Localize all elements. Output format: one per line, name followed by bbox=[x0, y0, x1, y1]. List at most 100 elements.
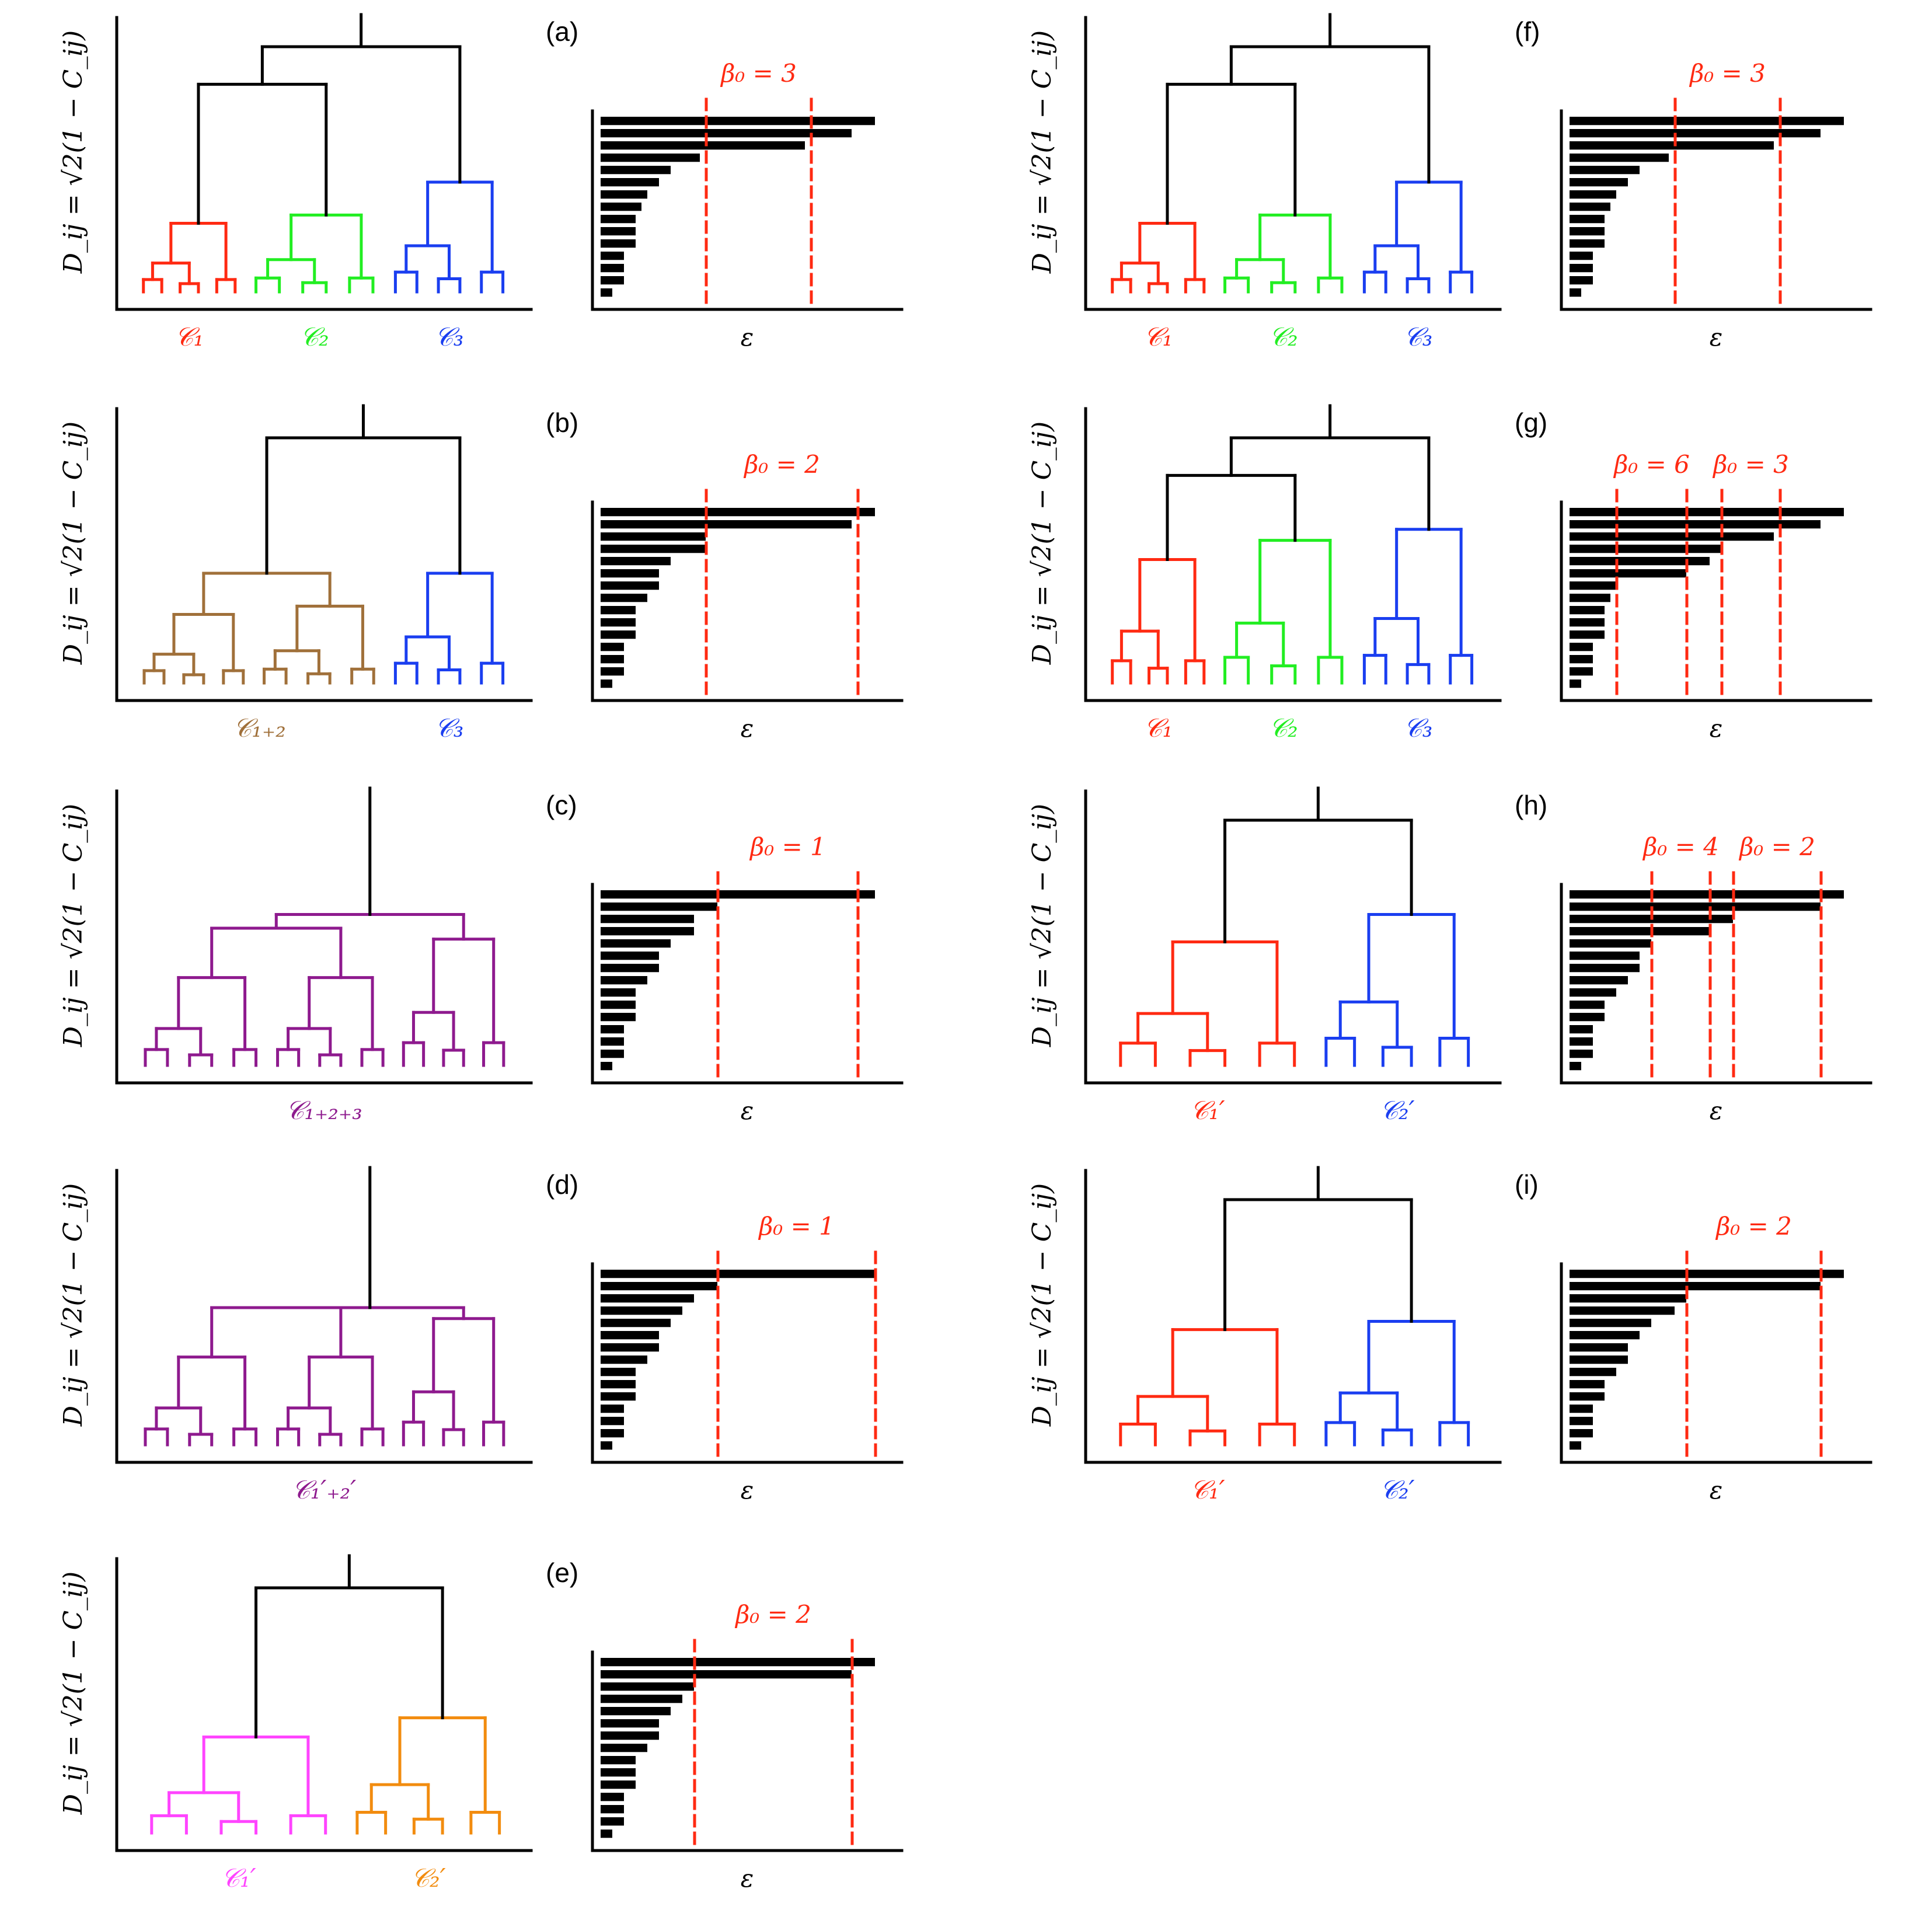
y-axis-label: D_ij = √2(1 − C_ij) bbox=[1027, 804, 1057, 1047]
epsilon-label: ε bbox=[1710, 323, 1723, 351]
barcode-bar bbox=[1570, 178, 1628, 187]
cluster-label: 𝒞₁′ bbox=[221, 1863, 256, 1893]
barcode-bar bbox=[1570, 1331, 1640, 1340]
barcode-bar bbox=[1570, 581, 1616, 590]
barcode-bar bbox=[1570, 166, 1640, 175]
y-axis-label: D_ij = √2(1 − C_ij) bbox=[1027, 1183, 1057, 1427]
barcode-bar bbox=[1570, 1050, 1593, 1058]
barcode-bar bbox=[601, 927, 694, 936]
cluster-label: 𝒞₁′ bbox=[1190, 1096, 1225, 1126]
barcode-bar bbox=[601, 1037, 624, 1046]
barcode-bar bbox=[601, 166, 671, 175]
barcode-bar bbox=[601, 1001, 636, 1009]
cluster-label: 𝒞₁ bbox=[1143, 713, 1173, 743]
barcode-bar bbox=[601, 545, 706, 553]
dendrogram-e: D_ij = √2(1 − C_ij) 𝒞₁′ 𝒞₂′ (e) bbox=[58, 1554, 578, 1893]
cluster-C2 bbox=[1223, 213, 1344, 294]
epsilon-label: ε bbox=[741, 714, 754, 743]
barcode-bar bbox=[601, 569, 659, 578]
barcode-bar bbox=[601, 1013, 636, 1022]
barcode-bar bbox=[601, 618, 636, 627]
beta-label: β₀ = 3 bbox=[720, 59, 797, 88]
dendrogram-h: D_ij = √2(1 − C_ij) 𝒞₁′ 𝒞₂′ (h) bbox=[1027, 786, 1547, 1126]
barcode-bar bbox=[1570, 1282, 1821, 1291]
barcode-bar bbox=[601, 203, 641, 211]
beta-label: β₀ = 2 bbox=[1715, 1212, 1792, 1241]
barcode-bar bbox=[1570, 927, 1710, 936]
barcode-h: β₀ = 4 β₀ = 2 ε bbox=[1560, 832, 1872, 1125]
y-axis-label: D_ij = √2(1 − C_ij) bbox=[58, 804, 88, 1047]
beta-label: β₀ = 4 bbox=[1642, 832, 1719, 861]
dendrogram-f: D_ij = √2(1 − C_ij) 𝒞₁ 𝒞₂ 𝒞₃ (f) bbox=[1027, 13, 1540, 352]
barcode-bar bbox=[601, 141, 805, 150]
cluster-C1' bbox=[1119, 1328, 1296, 1447]
barcode-bar bbox=[1570, 1429, 1593, 1438]
cluster-label: 𝒞₁′₊₂′ bbox=[292, 1475, 357, 1505]
cluster-label: 𝒞₂′ bbox=[411, 1863, 446, 1893]
dendrogram-i: D_ij = √2(1 − C_ij) 𝒞₁′ 𝒞₂′ (i) bbox=[1027, 1166, 1539, 1505]
barcode-bar bbox=[601, 606, 636, 615]
barcode-bar bbox=[601, 1319, 671, 1327]
barcode-bar bbox=[1570, 964, 1640, 973]
barcode-bar bbox=[601, 1270, 875, 1278]
barcode-bar bbox=[601, 988, 636, 997]
barcode-bar bbox=[601, 1768, 636, 1777]
barcode-bar bbox=[1570, 1013, 1605, 1022]
barcode-bar bbox=[601, 227, 636, 236]
barcode-bar bbox=[1570, 117, 1844, 126]
barcode-bar bbox=[1570, 939, 1651, 948]
barcode-bar bbox=[601, 1682, 694, 1691]
cluster-label: 𝒞₃ bbox=[435, 322, 464, 352]
barcode-bar bbox=[601, 1744, 647, 1752]
barcode-bar bbox=[601, 117, 875, 126]
cluster-C3 bbox=[393, 572, 505, 685]
barcode-f: β₀ = 3 ε bbox=[1560, 59, 1872, 351]
y-axis-label: D_ij = √2(1 − C_ij) bbox=[1027, 421, 1057, 665]
dendrogram-b: D_ij = √2(1 − C_ij) 𝒞₁₊₂ 𝒞₃ (b) bbox=[58, 404, 578, 743]
barcode-bar bbox=[601, 1294, 694, 1303]
barcode-bar bbox=[601, 239, 636, 248]
y-axis-label: D_ij = √2(1 − C_ij) bbox=[58, 421, 88, 665]
panel-label: (g) bbox=[1515, 407, 1547, 438]
panel-label: (i) bbox=[1515, 1169, 1539, 1200]
epsilon-label: ε bbox=[741, 1864, 754, 1893]
barcode-bar bbox=[601, 1793, 624, 1802]
barcode-bar bbox=[1570, 606, 1605, 615]
barcode-bar bbox=[1570, 1270, 1844, 1278]
barcode-bar bbox=[601, 1830, 612, 1838]
barcode-bar bbox=[601, 680, 612, 688]
cluster-C2' bbox=[1324, 1320, 1470, 1447]
panel-label: (d) bbox=[546, 1169, 578, 1200]
barcode-bar bbox=[1570, 1356, 1628, 1364]
barcode-e: β₀ = 2 ε bbox=[591, 1600, 904, 1893]
barcode-bar bbox=[601, 1417, 624, 1426]
barcode-bar bbox=[601, 1695, 682, 1703]
beta-label: β₀ = 3 bbox=[1712, 450, 1789, 479]
barcode-bar bbox=[1570, 903, 1821, 911]
barcode-bar bbox=[1570, 264, 1593, 273]
cluster-C1'+2' bbox=[144, 1306, 505, 1447]
barcode-bar bbox=[1570, 227, 1605, 236]
barcode-bar bbox=[601, 508, 875, 517]
epsilon-label: ε bbox=[741, 323, 754, 351]
cluster-C1 bbox=[1111, 558, 1206, 685]
barcode-bar bbox=[601, 1429, 624, 1438]
barcode-bar bbox=[1570, 1380, 1605, 1389]
cluster-C3 bbox=[1362, 528, 1474, 685]
cluster-C1 bbox=[1111, 222, 1206, 294]
barcode-bar bbox=[1570, 976, 1628, 985]
barcode-bar bbox=[601, 288, 612, 297]
barcode-bar bbox=[1570, 1001, 1605, 1009]
barcode-bar bbox=[601, 252, 624, 260]
beta-label: β₀ = 6 bbox=[1613, 450, 1690, 479]
barcode-bar bbox=[601, 643, 624, 651]
barcode-bar bbox=[1570, 1037, 1593, 1046]
barcode-bar bbox=[601, 1817, 624, 1826]
barcode-bar bbox=[601, 178, 659, 187]
cluster-C3 bbox=[1362, 180, 1474, 294]
barcode-bar bbox=[1570, 252, 1593, 260]
beta-label: β₀ = 2 bbox=[743, 450, 820, 479]
barcode-c: β₀ = 1 ε bbox=[591, 832, 904, 1125]
cluster-C1+2+3 bbox=[144, 913, 505, 1067]
barcode-bar bbox=[601, 532, 706, 541]
